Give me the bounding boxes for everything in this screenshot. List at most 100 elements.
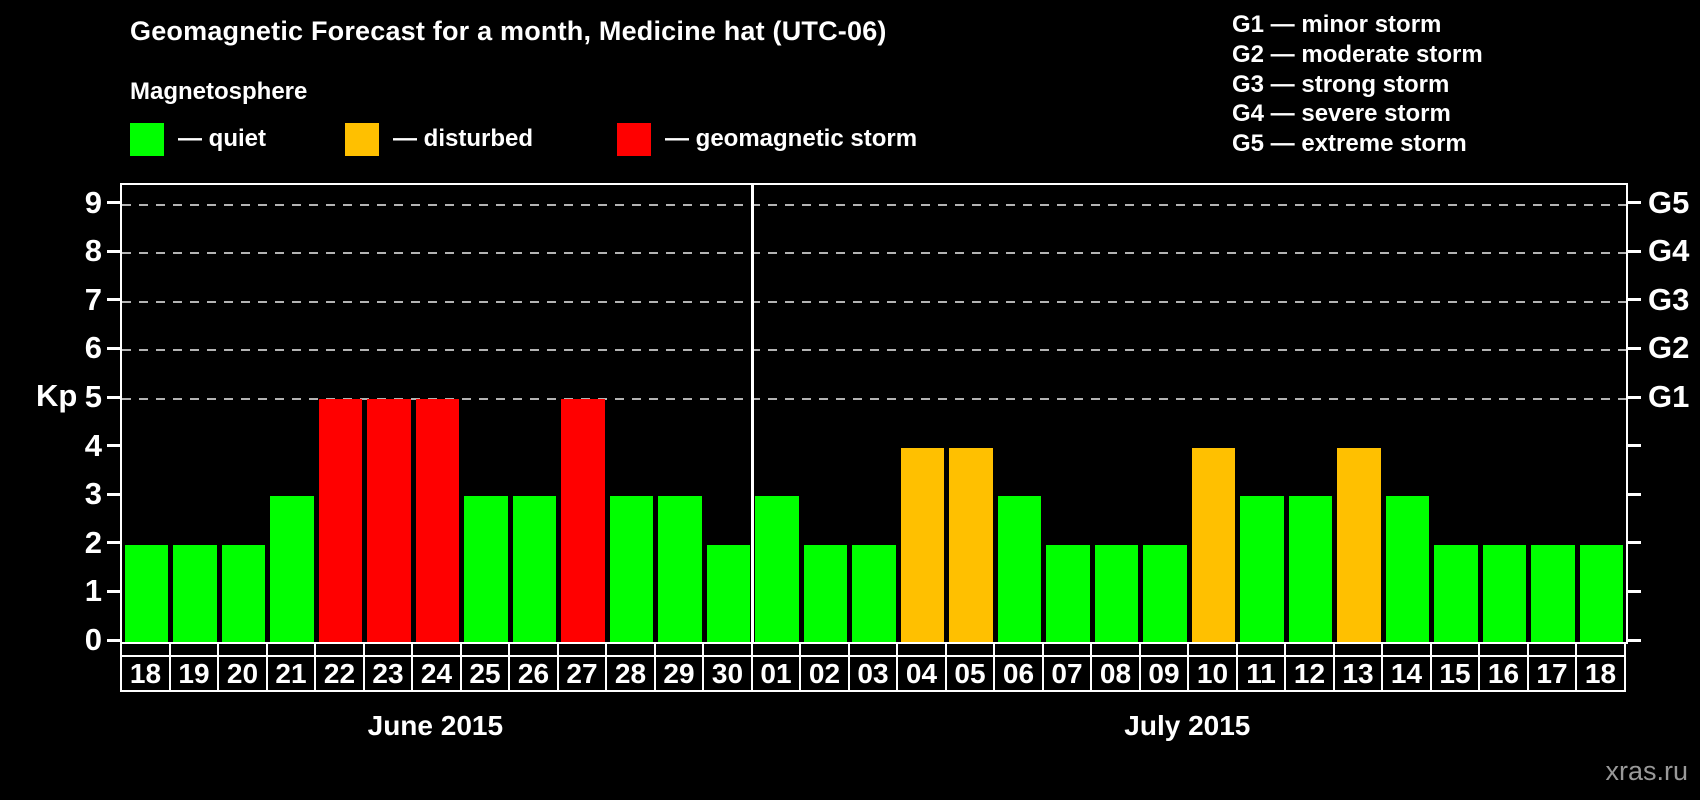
legend-item-storm: — geomagnetic storm — [617, 122, 917, 156]
day-cell-july-12: 12 — [1284, 655, 1335, 692]
g-level-label-g3: G3 — [1648, 281, 1690, 317]
plot-area — [120, 183, 1628, 644]
kp-bar-july-17 — [1531, 544, 1575, 642]
magnetosphere-label: Magnetosphere — [130, 78, 308, 105]
g-level-label-g4: G4 — [1648, 233, 1690, 269]
g2-legend-line: G2 — moderate storm — [1232, 40, 1483, 68]
y-axis-tick-left-5 — [107, 395, 120, 399]
storm-color-swatch — [617, 122, 651, 156]
legend-item-disturbed: — disturbed — [345, 122, 533, 156]
kp-bar-july-06 — [997, 496, 1042, 642]
g-scale-legend: G1 — minor storm G2 — moderate storm G3 … — [1232, 10, 1483, 159]
y-tick-label-4: 4 — [84, 427, 102, 463]
month-label-july: July 2015 — [1124, 710, 1251, 741]
g-level-label-g2: G2 — [1648, 330, 1690, 366]
kp-bar-july-18 — [1579, 544, 1624, 642]
day-cell-june-26: 26 — [508, 655, 559, 692]
kp-bar-june-24 — [415, 399, 460, 642]
y-tick-label-9: 9 — [84, 184, 102, 220]
y-tick-label-2: 2 — [84, 524, 102, 560]
y-axis-tick-left-6 — [107, 346, 120, 350]
day-cell-july-14: 14 — [1381, 655, 1432, 692]
legend-item-quiet: — quiet — [130, 122, 266, 156]
day-cell-july-10: 10 — [1187, 655, 1238, 692]
gridline-kp8 — [122, 252, 1626, 255]
y-tick-label-3: 3 — [84, 476, 102, 512]
day-cell-june-25: 25 — [460, 655, 510, 692]
y-axis-tick-right-6 — [1628, 346, 1641, 350]
site-watermark: xras.ru — [1605, 756, 1688, 786]
kp-bar-june-19 — [173, 544, 217, 642]
y-axis-tick-right-9 — [1628, 201, 1641, 205]
day-cell-june-18: 18 — [120, 655, 171, 692]
day-cell-july-16: 16 — [1478, 655, 1529, 692]
day-cell-july-17: 17 — [1527, 655, 1577, 692]
day-cell-july-06: 06 — [993, 655, 1044, 692]
month-labels-row: June 2015 July 2015 — [0, 710, 1700, 744]
kp-bar-june-22 — [318, 399, 363, 642]
kp-bar-june-20 — [221, 544, 266, 642]
day-cell-july-04: 04 — [896, 655, 947, 692]
day-cell-june-24: 24 — [411, 655, 462, 692]
g4-legend-line: G4 — severe storm — [1232, 100, 1451, 128]
day-cell-june-30: 30 — [702, 655, 753, 692]
day-cell-july-15: 15 — [1430, 655, 1480, 692]
kp-bar-july-01 — [755, 496, 799, 642]
y-tick-label-7: 7 — [84, 281, 102, 317]
kp-bar-june-30 — [706, 544, 751, 642]
storm-label: — geomagnetic storm — [665, 125, 918, 152]
kp-bar-july-13 — [1337, 447, 1381, 642]
y-axis-tick-right-0 — [1628, 638, 1641, 642]
y-tick-label-6: 6 — [84, 330, 102, 366]
day-cell-june-28: 28 — [605, 655, 656, 692]
day-cell-july-02: 02 — [799, 655, 850, 692]
quiet-label: — quiet — [178, 125, 266, 152]
day-cell-june-22: 22 — [314, 655, 365, 692]
gridline-kp6 — [122, 349, 1626, 352]
day-cell-june-19: 19 — [169, 655, 219, 692]
kp-bar-july-03 — [852, 544, 896, 642]
y-axis-tick-left-7 — [107, 298, 120, 302]
day-axis-row: 18 19 20 21 22 23 24 25 26 27 28 29 30 01 02 03 04 05 06 07… — [120, 655, 1626, 692]
day-cell-june-20: 20 — [217, 655, 268, 692]
y-axis-tick-right-3 — [1628, 492, 1641, 496]
disturbed-label: — disturbed — [393, 125, 534, 152]
y-axis-tick-left-8 — [107, 249, 120, 253]
day-cell-july-09: 09 — [1139, 655, 1189, 692]
day-cell-june-21: 21 — [266, 655, 316, 692]
kp-bar-july-05 — [949, 447, 993, 642]
gridline-kp7 — [122, 300, 1626, 303]
kp-bar-june-25 — [464, 496, 508, 642]
kp-bar-june-23 — [367, 399, 411, 642]
kp-bar-june-27 — [561, 399, 605, 642]
kp-bar-july-14 — [1385, 496, 1430, 642]
kp-bar-july-10 — [1191, 447, 1236, 642]
y-axis-tick-right-2 — [1628, 541, 1641, 545]
gridline-kp5 — [122, 398, 1626, 400]
kp-bar-june-29 — [658, 496, 702, 642]
kp-bar-july-08 — [1094, 544, 1139, 642]
day-cell-july-18: 18 — [1575, 655, 1626, 692]
y-axis-tick-right-4 — [1628, 444, 1641, 448]
day-cell-july-11: 11 — [1236, 655, 1286, 692]
y-tick-label-8: 8 — [84, 233, 102, 269]
g-level-label-g1: G1 — [1648, 379, 1690, 414]
day-cell-july-08: 08 — [1090, 655, 1141, 692]
quiet-color-swatch — [130, 122, 164, 156]
kp-bar-july-09 — [1143, 544, 1187, 642]
disturbed-color-swatch — [345, 122, 379, 156]
g1-legend-line: G1 — minor storm — [1232, 11, 1442, 38]
day-cell-june-29: 29 — [654, 655, 704, 692]
y-axis-tick-right-1 — [1628, 589, 1641, 593]
kp-bar-july-02 — [803, 544, 848, 642]
day-cell-june-27: 27 — [557, 655, 607, 692]
g-level-label-g5: G5 — [1648, 184, 1690, 220]
y-axis-tick-left-0 — [107, 638, 120, 642]
day-cell-july-07: 07 — [1042, 655, 1092, 692]
y-axis-tick-right-8 — [1628, 249, 1641, 253]
kp-bar-july-12 — [1288, 496, 1333, 642]
y-axis-tick-right-5 — [1628, 395, 1641, 399]
y-axis-tick-right-7 — [1628, 298, 1641, 302]
y-axis-tick-left-4 — [107, 444, 120, 448]
